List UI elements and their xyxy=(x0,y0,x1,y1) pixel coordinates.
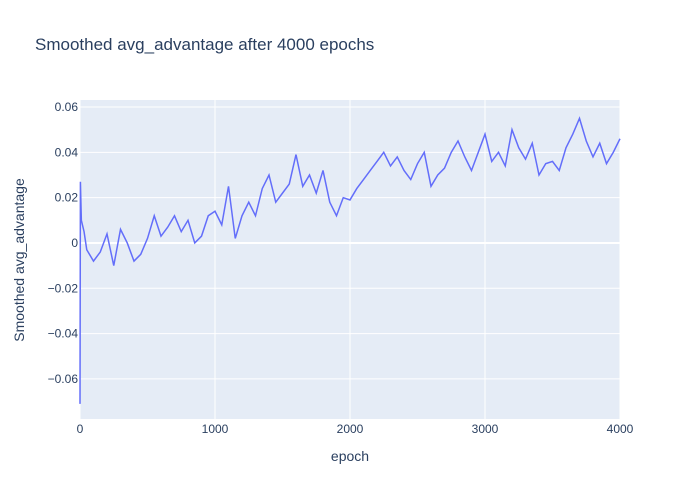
x-tick-label: 3000 xyxy=(472,422,499,436)
x-axis-title: epoch xyxy=(331,448,369,464)
chart-title: Smoothed avg_advantage after 4000 epochs xyxy=(35,35,374,54)
y-tick-label: 0 xyxy=(71,236,78,250)
y-tick-label: 0.06 xyxy=(55,100,79,114)
grid xyxy=(79,100,621,419)
series-line xyxy=(79,116,621,404)
marks xyxy=(79,116,621,404)
x-tick-label: 2000 xyxy=(337,422,364,436)
y-tick-label: 0.04 xyxy=(55,145,79,159)
y-tick-label: 0.02 xyxy=(55,191,79,205)
y-tick-label: −0.06 xyxy=(48,372,79,386)
x-tick-label: 1000 xyxy=(202,422,229,436)
y-axis-title: Smoothed avg_advantage xyxy=(11,178,27,342)
x-tick-label: 0 xyxy=(77,422,84,436)
x-tick-label: 4000 xyxy=(607,422,634,436)
y-tick-label: −0.04 xyxy=(48,327,79,341)
y-tick-label: −0.02 xyxy=(48,281,79,295)
